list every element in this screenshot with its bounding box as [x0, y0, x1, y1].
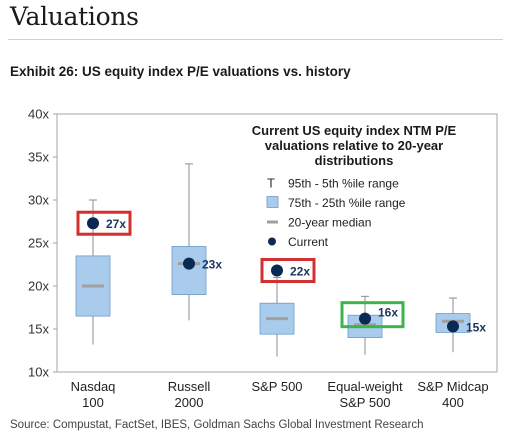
y-tick-label: 30x: [28, 193, 49, 208]
y-tick-label: 35x: [28, 150, 49, 165]
current-point: [271, 264, 283, 277]
category-label: S&P 500: [251, 379, 302, 394]
current-point: [447, 320, 459, 333]
highlight-box: [340, 301, 405, 329]
category-label: Russell: [168, 379, 211, 394]
current-point: [87, 217, 99, 230]
chart-title-line: valuations relative to 20-year: [265, 138, 443, 153]
category-label: S&P Midcap: [417, 379, 488, 394]
category-label: S&P 500: [339, 395, 390, 410]
current-value-label: 15x: [466, 320, 486, 334]
current-value-label: 16x: [378, 306, 398, 320]
source-note: Source: Compustat, FactSet, IBES, Goldma…: [10, 419, 424, 431]
legend-entry-label: 20-year median: [288, 216, 371, 230]
exhibit-title: Exhibit 26: US equity index P/E valuatio…: [10, 64, 351, 79]
category-label: 2000: [175, 395, 204, 410]
y-tick-label: 20x: [28, 279, 49, 294]
chart-title-line: distributions: [315, 153, 394, 168]
current-point: [359, 312, 371, 325]
current-value-label: 27x: [106, 217, 126, 231]
current-point: [183, 257, 195, 270]
highlight-box: [76, 210, 132, 236]
legend-box-marker: [266, 196, 279, 208]
y-tick-label: 25x: [28, 236, 49, 251]
category-label: 100: [82, 395, 104, 410]
legend-current-marker: [268, 237, 276, 246]
current-value-label: 23x: [202, 258, 222, 272]
current-value-label: 22x: [290, 265, 310, 279]
y-tick-label: 10x: [28, 365, 49, 380]
legend-entry-label: 75th - 25th %ile range: [288, 196, 406, 210]
legend-whisker-marker: T: [267, 176, 275, 191]
legend-entry-label: Current: [288, 235, 329, 249]
category-label: Equal-weight: [327, 379, 403, 394]
page-title: Valuations: [10, 2, 139, 31]
category-label: Nasdaq: [71, 379, 116, 394]
chart-title-line: Current US equity index NTM P/E: [252, 123, 457, 138]
highlight-box: [260, 258, 316, 284]
header-divider: [8, 39, 503, 40]
legend-entry-label: 95th - 5th %ile range: [288, 177, 399, 191]
y-tick-label: 15x: [28, 322, 49, 337]
y-tick-label: 40x: [28, 107, 49, 122]
category-label: 400: [442, 395, 464, 410]
iqr-box: [171, 246, 207, 296]
